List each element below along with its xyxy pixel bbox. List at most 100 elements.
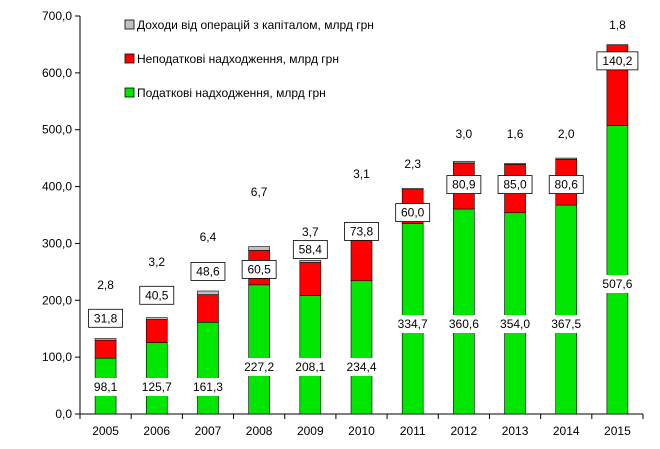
x-tick-label: 2008 bbox=[246, 424, 273, 438]
tax-value-label: 98,1 bbox=[94, 380, 118, 394]
y-tick-label: 300,0 bbox=[42, 236, 72, 250]
nontax-value-label: 58,4 bbox=[299, 242, 323, 256]
tax-value-label: 161,3 bbox=[193, 380, 223, 394]
nontax-value-label-box bbox=[344, 222, 379, 241]
nontax-value-label-box bbox=[497, 175, 533, 194]
tax-value-label: 360,6 bbox=[449, 317, 479, 331]
capital-value-label: 1,6 bbox=[507, 127, 524, 141]
tax-value-label: 507,6 bbox=[602, 277, 632, 291]
legend-label-tax: Податкові надходження, млрд грн bbox=[137, 86, 326, 100]
bar-segment-tax bbox=[555, 204, 578, 415]
x-tick-label: 2010 bbox=[348, 424, 375, 438]
nontax-value-label-box bbox=[241, 260, 277, 279]
tax-value-label-box bbox=[136, 378, 178, 396]
bar-segment-nontax bbox=[94, 339, 117, 359]
bar-segment-tax bbox=[453, 208, 475, 415]
bar-segment-capital bbox=[606, 44, 629, 46]
tax-value-label-box bbox=[392, 315, 434, 333]
bar-segment-capital bbox=[555, 157, 578, 160]
capital-value-label: 3,1 bbox=[353, 167, 370, 181]
y-tick-label: 100,0 bbox=[42, 350, 72, 364]
y-tick-label: 400,0 bbox=[42, 180, 72, 194]
chart-bars bbox=[94, 44, 629, 415]
bar-segment-tax bbox=[504, 212, 526, 415]
tax-value-label: 234,4 bbox=[346, 360, 376, 374]
tax-value-label: 367,5 bbox=[551, 317, 581, 331]
tax-value-label-box bbox=[187, 378, 229, 396]
tax-value-label-box bbox=[596, 275, 638, 293]
nontax-value-label: 40,5 bbox=[145, 288, 169, 302]
capital-value-label: 1,8 bbox=[609, 18, 626, 32]
nontax-value-label-box bbox=[139, 285, 175, 305]
capital-value-label: 2,0 bbox=[558, 127, 575, 141]
capital-value-label: 3,7 bbox=[302, 225, 319, 239]
bar-segment-capital bbox=[453, 160, 475, 164]
nontax-value-label-box bbox=[548, 175, 584, 194]
tax-value-label-box bbox=[289, 358, 331, 376]
bar-segment-nontax bbox=[299, 262, 322, 296]
bar-segment-tax bbox=[197, 321, 219, 415]
legend-label-nontax: Неподаткові надходження, млрд грн bbox=[137, 52, 339, 66]
tax-value-label-box bbox=[545, 315, 587, 333]
tax-value-label: 227,2 bbox=[244, 360, 274, 374]
bar-segment-capital bbox=[299, 260, 322, 263]
bar-segment-capital bbox=[94, 338, 117, 341]
chart-data-labels: 2005 98,1 31,8 2,8 2006 125,7 40,5 3,2 2007 161,3… bbox=[88, 18, 639, 438]
y-tick-label: 200,0 bbox=[42, 293, 72, 307]
y-tick-label: 700,0 bbox=[42, 9, 72, 23]
chart-legend: Доходи від операцій з капіталом, млрд гр… bbox=[124, 18, 374, 100]
nontax-value-label: 140,2 bbox=[602, 54, 632, 68]
bar-segment-capital bbox=[401, 187, 424, 190]
nontax-value-label-box bbox=[446, 175, 482, 194]
x-tick-label: 2015 bbox=[604, 424, 631, 438]
bar-segment-tax bbox=[248, 284, 270, 415]
chart-axes: 0,0 100,0 200,0 300,0 400,0 500,0 600,0 700,0 bbox=[42, 9, 644, 421]
bar-segment-tax bbox=[606, 125, 629, 415]
y-tick-label: 600,0 bbox=[42, 66, 72, 80]
bar-segment-capital bbox=[248, 246, 270, 251]
capital-value-label: 3,0 bbox=[456, 127, 473, 141]
bar-segment-tax bbox=[299, 295, 322, 415]
x-tick-label: 2011 bbox=[400, 424, 426, 438]
tax-value-label-box bbox=[443, 315, 485, 333]
y-tick-label: 0,0 bbox=[55, 407, 72, 421]
tax-value-label: 208,1 bbox=[295, 360, 325, 374]
x-tick-label: 2014 bbox=[553, 424, 580, 438]
nontax-value-label-box bbox=[190, 262, 226, 281]
tax-value-label-box bbox=[494, 315, 536, 333]
tax-value-label-box bbox=[341, 358, 382, 376]
nontax-value-label: 80,9 bbox=[452, 178, 476, 192]
capital-value-label: 6,7 bbox=[251, 185, 268, 199]
nontax-value-label-box bbox=[88, 308, 123, 328]
tax-value-label-box bbox=[88, 378, 123, 396]
x-tick-label: 2005 bbox=[92, 424, 119, 438]
capital-value-label: 2,3 bbox=[404, 157, 421, 171]
bar-segment-nontax bbox=[197, 294, 219, 323]
capital-value-label: 2,8 bbox=[97, 278, 114, 292]
nontax-value-label-box bbox=[292, 240, 328, 259]
bar-segment-nontax bbox=[350, 238, 373, 282]
tax-value-label: 125,7 bbox=[142, 380, 172, 394]
x-tick-label: 2009 bbox=[297, 424, 324, 438]
capital-value-label: 6,4 bbox=[200, 230, 217, 244]
bar-segment-capital bbox=[504, 163, 526, 165]
x-tick-label: 2013 bbox=[502, 424, 529, 438]
y-tick-label: 500,0 bbox=[42, 123, 72, 137]
x-tick-label: 2007 bbox=[195, 424, 222, 438]
nontax-value-label: 73,8 bbox=[350, 224, 374, 238]
legend-swatch-tax bbox=[124, 87, 135, 98]
nontax-value-label: 60,5 bbox=[247, 262, 271, 276]
bar-segment-capital bbox=[197, 290, 219, 295]
capital-value-label: 3,2 bbox=[148, 255, 165, 269]
tax-value-label: 354,0 bbox=[500, 317, 530, 331]
nontax-value-label-box bbox=[395, 203, 431, 222]
bar-segment-tax bbox=[350, 280, 373, 415]
legend-label-capital: Доходи від операцій з капіталом, млрд гр… bbox=[137, 18, 374, 32]
nontax-value-label: 48,6 bbox=[196, 264, 220, 278]
legend-swatch-capital bbox=[124, 19, 135, 30]
x-tick-label: 2012 bbox=[451, 424, 478, 438]
legend-swatch-nontax bbox=[124, 53, 135, 64]
nontax-value-label: 85,0 bbox=[503, 178, 527, 192]
bar-segment-capital bbox=[145, 317, 168, 320]
